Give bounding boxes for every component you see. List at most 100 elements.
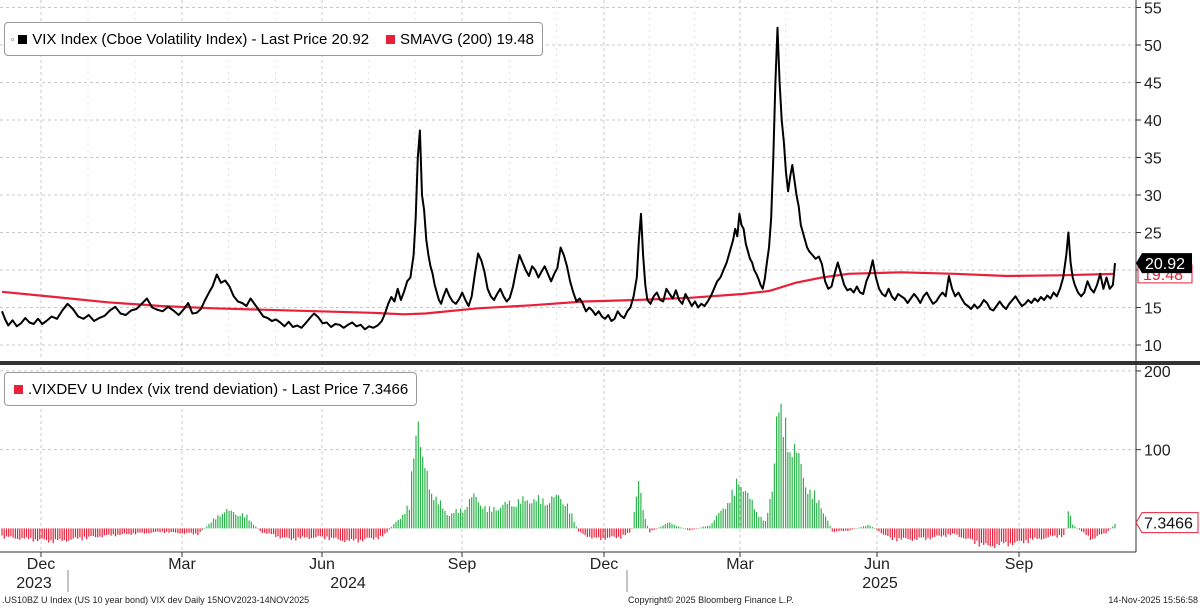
vixdev-bar xyxy=(678,526,680,529)
vixdev-bar xyxy=(586,528,588,538)
vixdev-bar xyxy=(996,528,998,545)
vixdev-bar xyxy=(355,528,357,539)
vixdev-bar xyxy=(1072,524,1074,529)
vixdev-bar xyxy=(70,528,72,540)
vixdev-bar xyxy=(887,528,889,536)
vixdev-bar xyxy=(495,510,497,529)
legend-swatch-vix xyxy=(18,34,28,44)
vixdev-bar xyxy=(533,499,535,529)
vixdev-bar xyxy=(936,528,938,536)
vixdev-bar xyxy=(787,452,789,529)
vixdev-bar xyxy=(179,528,181,534)
vixdev-bar xyxy=(1045,528,1047,538)
vixdev-bar xyxy=(375,528,377,538)
vixdev-bar xyxy=(902,528,905,538)
vixdev-bar xyxy=(809,489,811,529)
vixdev-bar xyxy=(97,528,99,538)
vixdev-bar xyxy=(595,528,597,538)
vixdev-bar xyxy=(609,528,611,538)
vixdev-bar xyxy=(894,528,896,538)
vixdev-bar xyxy=(417,421,419,529)
vixdev-bar xyxy=(513,506,515,529)
vixdev-bar xyxy=(317,528,319,536)
vixdev-bar xyxy=(829,525,831,529)
y-tick-label: 55 xyxy=(1144,1,1162,18)
legend-label-vix: VIX Index (Cboe Volatility Index) - Last… xyxy=(32,30,370,48)
vixdev-bar xyxy=(1063,528,1065,535)
vixdev-bar xyxy=(295,528,297,541)
vixdev-bar xyxy=(769,499,771,529)
vixdev-bar xyxy=(14,528,16,539)
vixdev-bar xyxy=(357,528,359,543)
vixdev-bar xyxy=(1056,528,1058,538)
vixdev-bar xyxy=(226,509,228,529)
vixdev-bar xyxy=(907,528,909,539)
vixdev-bar xyxy=(493,507,495,529)
vixdev-bar xyxy=(281,528,284,538)
vixdev-bar xyxy=(738,484,740,529)
vixdev-bar xyxy=(929,528,931,540)
vixdev-bar xyxy=(916,528,918,540)
vixdev-bar xyxy=(816,503,818,529)
vixdev-bar xyxy=(477,502,479,529)
vixdev-bar xyxy=(390,526,393,529)
vixdev-bar xyxy=(1003,528,1005,544)
vixdev-bar xyxy=(651,528,653,531)
vixdev-bar xyxy=(72,528,74,539)
vixdev-bar xyxy=(504,502,506,529)
x-tick-label-month: Mar xyxy=(726,556,754,573)
vixdev-bar xyxy=(729,502,731,529)
vixdev-bar xyxy=(1000,528,1003,542)
x-tick-label-month: Jun xyxy=(309,556,335,573)
vixdev-bar xyxy=(1058,528,1060,536)
vixdev-bar xyxy=(867,524,869,529)
vixdev-bar xyxy=(891,528,893,541)
vixdev-bar xyxy=(277,528,279,537)
vixdev-bar xyxy=(155,528,157,532)
vixdev-bar xyxy=(141,528,143,533)
vixdev-bar xyxy=(640,493,642,529)
vixdev-bar xyxy=(413,458,415,529)
vixdev-bar xyxy=(419,446,422,529)
vixdev-bar xyxy=(620,528,622,539)
vixdev-bar xyxy=(215,519,217,529)
vixdev-bar xyxy=(722,508,724,529)
vixdev-bar xyxy=(502,504,504,529)
vixdev-bar xyxy=(718,512,720,529)
vixdev-bar xyxy=(1085,528,1087,535)
vixdev-bar xyxy=(5,528,8,537)
vixdev-bar xyxy=(980,528,982,544)
vixdev-bar xyxy=(181,528,183,534)
vixdev-bar xyxy=(633,512,635,529)
vixdev-bar xyxy=(606,528,609,538)
top-legend: ▫ VIX Index (Cboe Volatility Index) - La… xyxy=(4,22,543,56)
y-tick-label: 50 xyxy=(1144,38,1162,55)
vixdev-bar xyxy=(121,528,123,534)
vixdev-bar xyxy=(644,519,646,529)
vixdev-bar xyxy=(1,528,3,536)
vixdev-bar xyxy=(698,528,700,529)
vixdev-bar xyxy=(30,528,32,538)
vixdev-bar xyxy=(742,491,744,529)
vixdev-bar xyxy=(468,498,471,529)
vix-last-box xyxy=(1136,253,1192,274)
vixdev-bar xyxy=(1034,528,1036,538)
vixdev-bar xyxy=(342,528,344,541)
vixdev-bar xyxy=(132,528,134,534)
vixdev-bar xyxy=(1112,526,1114,529)
vixdev-bar xyxy=(168,528,170,533)
vixdev-bar xyxy=(715,515,718,529)
vixdev-bar xyxy=(437,504,439,529)
vixdev-bar xyxy=(19,528,21,540)
vixdev-bar xyxy=(569,513,571,529)
vixdev-bar xyxy=(346,528,348,540)
vixdev-bar xyxy=(811,498,813,529)
vixdev-bar xyxy=(50,528,52,541)
vixdev-bar xyxy=(1094,528,1096,539)
vixdev-bar xyxy=(840,528,842,531)
vixdev-bar xyxy=(584,528,586,536)
vixdev-bar xyxy=(411,471,413,529)
vixdev-bar xyxy=(764,521,767,529)
vixdev-bar xyxy=(974,528,976,544)
vixdev-bar xyxy=(963,528,965,539)
